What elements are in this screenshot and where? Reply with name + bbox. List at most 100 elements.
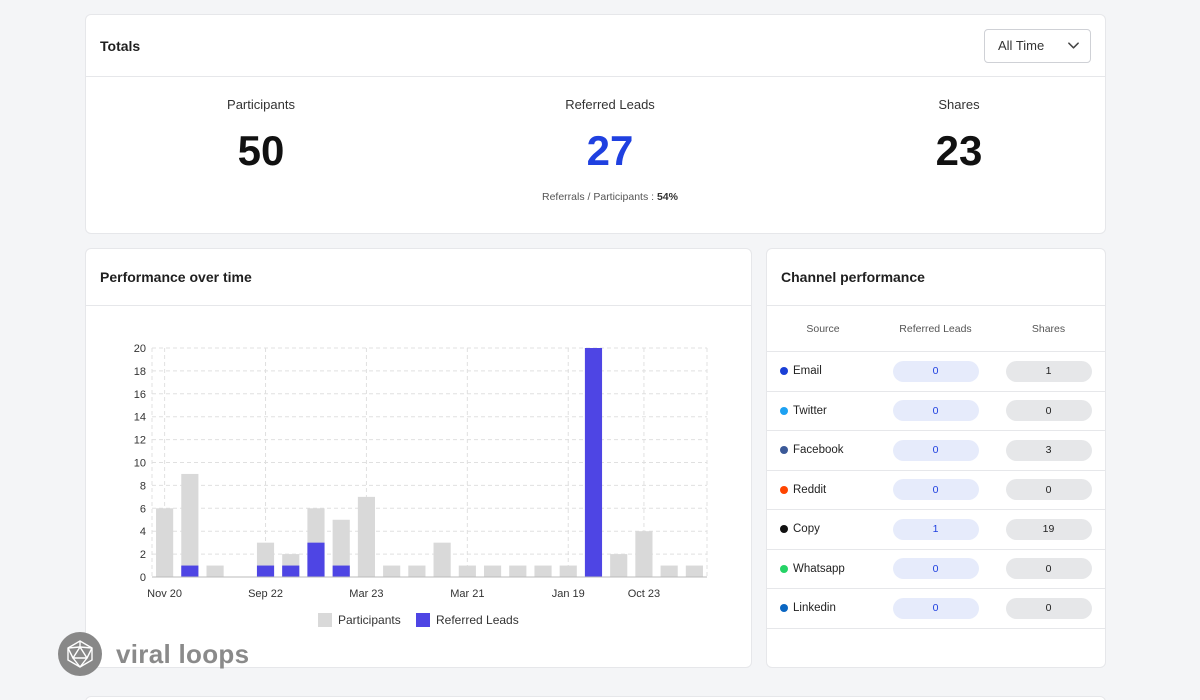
referred-leads-bar — [256, 565, 275, 577]
participants-bar — [660, 565, 678, 577]
y-tick-label: 14 — [134, 412, 146, 424]
participants-bar — [635, 531, 653, 577]
totals-header: Totals All Time — [86, 15, 1105, 77]
legend-label: Referred Leads — [436, 613, 519, 627]
channel-shares-badge: 3 — [1005, 439, 1092, 461]
participants-bar — [559, 565, 577, 577]
channel-table: Source Referred Leads Shares Email 0 1 Twit… — [767, 306, 1105, 629]
performance-header: Performance over time — [86, 249, 751, 306]
participants-bar — [685, 565, 703, 577]
participants-value: 50 — [237, 127, 285, 174]
channel-shares-badge: 0 — [1005, 400, 1092, 422]
channel-leads-badge: 0 — [892, 439, 979, 461]
participants-bar — [433, 542, 451, 577]
participants-bar — [534, 565, 552, 577]
referred-leads-value: 27 — [586, 127, 634, 174]
next-card — [85, 696, 1106, 700]
channel-shares-badge: 0 — [1005, 597, 1092, 619]
channel-row-linkedin: Linkedin 0 0 — [767, 589, 1105, 629]
y-tick-label: 2 — [140, 549, 146, 561]
logo-wordmark: viral loops — [116, 638, 250, 669]
channel-row-twitter: Twitter 0 0 — [767, 392, 1105, 431]
channel-row-facebook: Facebook 0 3 — [767, 431, 1105, 471]
shares-label: Shares — [938, 97, 980, 112]
channel-dot-icon — [780, 446, 788, 455]
y-tick-label: 16 — [134, 389, 146, 401]
channel-leads-badge: 0 — [892, 360, 979, 382]
channel-title: Channel performance — [781, 269, 925, 285]
referred-leads-bar — [584, 348, 603, 577]
performance-card: Performance over time 0 2 4 6 8 10 12 14 16 18 20 N… — [85, 248, 752, 668]
channel-source: Facebook — [793, 444, 844, 457]
channel-dot-icon — [780, 525, 788, 534]
channel-table-header: Source Referred Leads Shares — [767, 306, 1105, 352]
chevron-down-icon — [1068, 42, 1079, 49]
y-tick-label: 20 — [134, 343, 146, 355]
channel-source: Reddit — [793, 483, 827, 496]
channel-source: Email — [793, 365, 822, 378]
legend-swatch — [416, 613, 430, 627]
channel-source: Linkedin — [793, 602, 836, 615]
referred-leads-bar — [282, 565, 300, 577]
channel-row-reddit: Reddit 0 0 — [767, 471, 1105, 510]
channel-performance-card: Channel performance Source Referred Lead… — [766, 248, 1106, 668]
participants-bar — [458, 565, 476, 577]
time-range-select[interactable]: All Time — [984, 28, 1091, 63]
x-tick-label: Mar 21 — [450, 588, 484, 600]
channel-dot-icon — [780, 564, 788, 573]
referral-ratio-label: Referrals / Participants : — [542, 191, 657, 203]
performance-chart: 0 2 4 6 8 10 12 14 16 18 20 Nov 20 Sep 22 Mar 23 Mar 2… — [134, 343, 708, 627]
channel-shares-badge: 1 — [1005, 360, 1092, 382]
participants-bar — [483, 565, 502, 577]
participants-bar — [332, 519, 350, 577]
channel-leads-badge: 0 — [892, 558, 979, 580]
legend-swatch — [318, 613, 332, 627]
viral-loops-logo: viral loops — [58, 632, 249, 676]
totals-stats: Participants 50 Referred Leads 27 Shares… — [86, 77, 1105, 234]
totals-title: Totals — [100, 37, 141, 54]
participants-label: Participants — [227, 97, 295, 112]
shares-value: 23 — [935, 127, 983, 174]
referred-leads-bar — [181, 565, 199, 577]
x-tick-label: Sep 22 — [248, 588, 283, 600]
participants-bar — [509, 565, 527, 577]
participants-bar — [408, 565, 426, 577]
referral-ratio: Referrals / Participants : 54% — [460, 191, 760, 203]
legend-label: Participants — [338, 613, 401, 627]
participants-bar — [206, 565, 224, 577]
channel-dot-icon — [780, 485, 788, 494]
col-referred-leads: Referred Leads — [899, 322, 972, 335]
totals-card: Totals All Time Participants 50 Referred… — [85, 14, 1106, 234]
channel-dot-icon — [780, 406, 788, 415]
channel-shares-badge: 19 — [1005, 518, 1092, 540]
y-tick-label: 8 — [140, 480, 146, 492]
participants-bar — [610, 554, 628, 577]
channel-source: Twitter — [793, 404, 827, 417]
y-tick-label: 0 — [140, 572, 146, 584]
channel-dot-icon — [780, 604, 788, 613]
channel-row-whatsapp: Whatsapp 0 0 — [767, 550, 1105, 589]
referred-leads-label: Referred Leads — [565, 97, 655, 112]
channel-row-email: Email 0 1 — [767, 352, 1105, 392]
channel-row-copy: Copy 1 19 — [767, 510, 1105, 550]
x-tick-label: Jan 19 — [552, 588, 585, 600]
participants-bar — [156, 508, 174, 577]
x-tick-label: Mar 23 — [349, 588, 383, 600]
channel-source: Whatsapp — [793, 562, 845, 575]
referral-ratio-value: 54% — [656, 191, 678, 203]
channel-source: Copy — [793, 523, 820, 536]
channel-leads-badge: 1 — [892, 518, 979, 540]
performance-title: Performance over time — [100, 269, 252, 285]
participants-bar — [357, 496, 376, 577]
channel-leads-badge: 0 — [892, 597, 979, 619]
x-tick-label: Nov 20 — [147, 588, 182, 600]
referred-leads-bar — [332, 565, 350, 577]
channel-shares-badge: 0 — [1005, 479, 1092, 501]
y-tick-label: 4 — [140, 526, 146, 538]
y-tick-label: 18 — [134, 366, 146, 378]
col-shares: Shares — [1031, 322, 1066, 335]
logo-mark-icon — [58, 632, 102, 676]
channel-shares-badge: 0 — [1005, 558, 1092, 580]
y-tick-label: 10 — [134, 458, 146, 470]
participants-bar — [383, 565, 401, 577]
